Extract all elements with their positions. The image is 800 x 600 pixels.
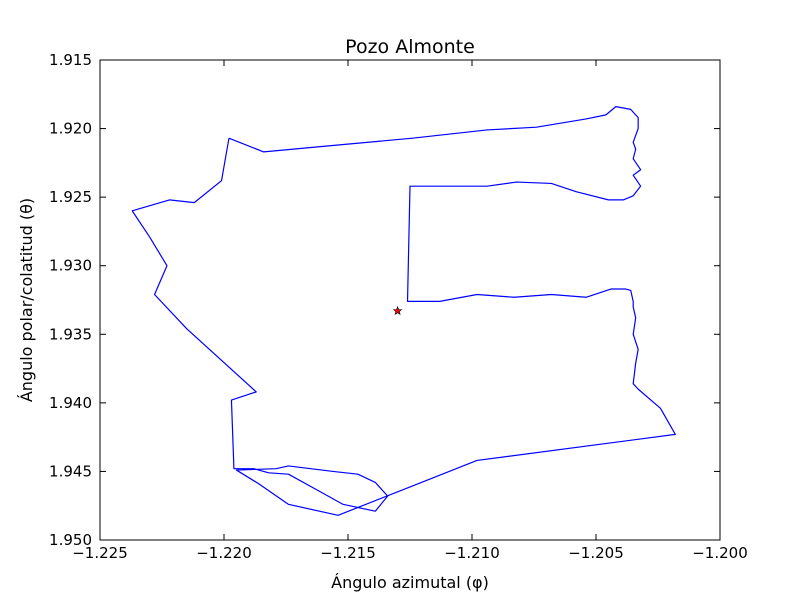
y-tick-label: 1.930: [49, 257, 92, 275]
x-tick-label: −1.220: [196, 544, 252, 562]
x-tick-label: −1.200: [692, 544, 748, 562]
chart-title: Pozo Almonte: [345, 36, 475, 58]
y-tick-label: 1.920: [49, 120, 92, 138]
y-tick-label: 1.945: [49, 462, 92, 480]
y-tick-label: 1.940: [49, 394, 92, 412]
x-tick-label: −1.225: [72, 544, 128, 562]
x-axis-label: Ángulo azimutal (φ): [331, 573, 489, 592]
plot-area: [99, 59, 721, 541]
y-tick-label: 1.935: [49, 325, 92, 343]
y-tick-label: 1.925: [49, 188, 92, 206]
y-tick-label: 1.950: [49, 531, 92, 549]
marker-star: [392, 305, 403, 316]
x-tick-label: −1.205: [568, 544, 624, 562]
boundary-line: [131, 106, 676, 516]
y-axis-ticks: 1.915 1.920 1.925 1.930 1.935 1.940 1.945 1.950: [49, 51, 720, 549]
x-tick-label: −1.215: [320, 544, 376, 562]
y-tick-label: 1.915: [49, 51, 92, 69]
x-tick-label: −1.210: [444, 544, 500, 562]
x-axis-ticks: −1.225 −1.220 −1.215 −1.210 −1.205 −1.200: [72, 60, 748, 562]
plot-frame: [99, 59, 721, 541]
y-axis-label: Ángulo polar/colatitud (θ): [17, 198, 36, 402]
